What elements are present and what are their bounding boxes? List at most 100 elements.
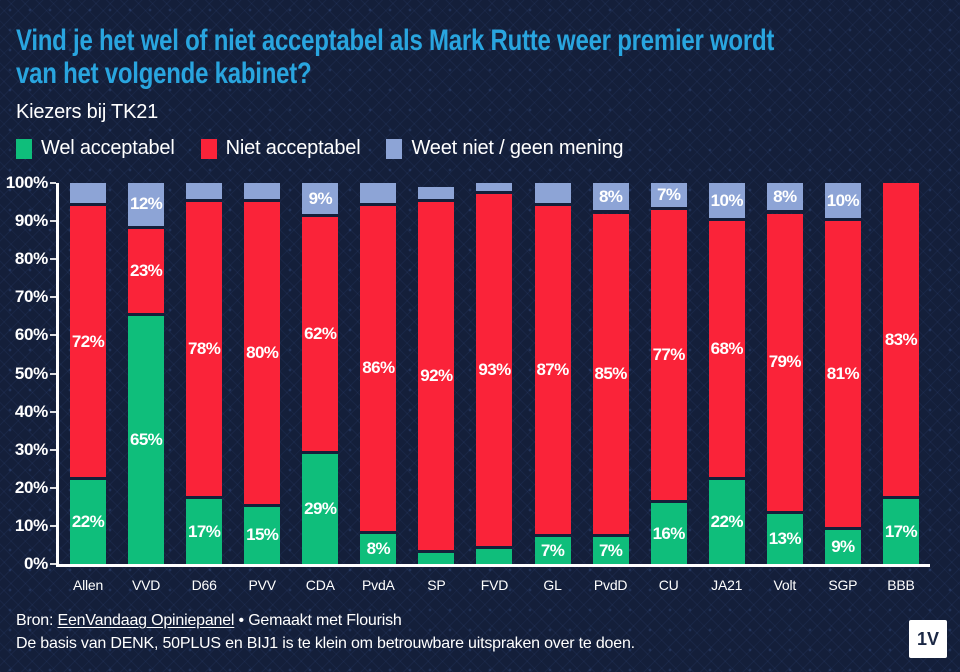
bar-value-label: 22%	[710, 512, 744, 532]
bar-segment-wel-acceptabel-allen[interactable]: 22%	[70, 480, 107, 564]
bar-column-d66: 17% 78%	[175, 183, 233, 564]
bar-segment-weet-niet-geen-mening-volt[interactable]: 8%	[766, 183, 803, 214]
bar-segment-weet-niet-geen-mening-fvd[interactable]	[476, 183, 513, 195]
bar-segment-niet-acceptabel-gl[interactable]: 87%	[534, 205, 571, 538]
x-axis-label-cu: CU	[658, 577, 679, 593]
bar-segment-weet-niet-geen-mening-ja21[interactable]: 10%	[708, 183, 745, 222]
bar-segment-wel-acceptabel-pvv[interactable]: 15%	[244, 506, 281, 564]
bar-segment-niet-acceptabel-sgp[interactable]: 81%	[824, 221, 861, 530]
page-title-line-1: Vind je het wel of niet acceptabel als M…	[16, 24, 775, 57]
bar-segment-weet-niet-geen-mening-cda[interactable]: 9%	[302, 183, 339, 218]
bar-vvd: 65% 23% 12%	[128, 183, 165, 564]
bar-segment-niet-acceptabel-fvd[interactable]: 93%	[476, 194, 513, 549]
y-axis-label-70: 70%	[14, 287, 48, 307]
bar-segment-niet-acceptabel-vvd[interactable]: 23%	[128, 228, 165, 317]
bar-segment-wel-acceptabel-pvdd[interactable]: 7%	[592, 537, 629, 564]
bar-segment-niet-acceptabel-sp[interactable]: 92%	[418, 202, 455, 553]
bar-segment-wel-acceptabel-cda[interactable]: 29%	[302, 453, 339, 564]
source-link[interactable]: EenVandaag Opiniepanel	[57, 612, 235, 629]
x-axis-label-volt: Volt	[773, 577, 797, 593]
bar-segment-weet-niet-geen-mening-cu[interactable]: 7%	[650, 183, 687, 210]
bar-segment-weet-niet-geen-mening-pvda[interactable]	[360, 183, 397, 206]
bar-value-label: 85%	[594, 363, 628, 383]
bar-segment-wel-acceptabel-sgp[interactable]: 9%	[824, 529, 861, 564]
y-axis-tick	[50, 334, 56, 337]
bar-segment-weet-niet-geen-mening-allen[interactable]	[70, 183, 107, 206]
bar-sp: 92%	[418, 183, 455, 564]
y-axis-tick	[50, 296, 56, 299]
bar-value-label: 9%	[831, 536, 855, 556]
bar-segment-niet-acceptabel-volt[interactable]: 79%	[766, 213, 803, 515]
bar-segment-niet-acceptabel-pvdd[interactable]: 85%	[592, 213, 629, 538]
bar-value-label: 62%	[304, 323, 337, 343]
bar-cu: 16% 77% 7%	[650, 183, 687, 564]
y-axis-tick	[50, 563, 56, 565]
bar-segment-niet-acceptabel-pvda[interactable]: 86%	[360, 205, 397, 534]
bar-segment-wel-acceptabel-fvd[interactable]	[476, 548, 513, 564]
bar-segment-wel-acceptabel-pvda[interactable]: 8%	[360, 533, 397, 564]
bar-value-label: 10%	[710, 190, 744, 210]
y-axis-tick	[50, 486, 56, 489]
y-axis: 100% 90% 80% 70% 60% 50% 40% 30% 20% 10% 0%	[0, 173, 49, 573]
bar-segment-wel-acceptabel-bbb[interactable]: 17%	[882, 499, 919, 564]
y-axis-label-50: 50%	[14, 363, 48, 383]
legend-label-weet-niet-geen-mening: Weet niet / geen mening	[411, 137, 624, 159]
bar-value-label: 7%	[657, 184, 681, 204]
bar-value-label: 13%	[768, 529, 802, 549]
bar-segment-weet-niet-geen-mening-sgp[interactable]: 10%	[824, 183, 861, 222]
y-axis-label-30: 30%	[14, 439, 48, 459]
bar-segment-weet-niet-geen-mening-pvv[interactable]	[244, 183, 281, 203]
bar-value-label: 77%	[652, 344, 686, 364]
bar-segment-wel-acceptabel-d66[interactable]: 17%	[186, 499, 223, 564]
bar-ja21: 22% 68% 10%	[708, 183, 745, 564]
y-axis-tick	[50, 448, 56, 451]
bar-segment-weet-niet-geen-mening-vvd[interactable]: 12%	[128, 183, 165, 229]
bar-segment-wel-acceptabel-gl[interactable]: 7%	[534, 537, 571, 564]
y-axis-tick	[50, 410, 56, 413]
y-axis-tick	[50, 524, 56, 527]
legend-swatch-niet-acceptabel	[200, 138, 217, 159]
bar-column-fvd: 93%	[465, 183, 523, 564]
bar-segment-niet-acceptabel-cu[interactable]: 77%	[650, 209, 687, 504]
bar-segment-wel-acceptabel-ja21[interactable]: 22%	[708, 480, 745, 564]
x-axis-label-cda: CDA	[305, 577, 335, 593]
bar-segment-weet-niet-geen-mening-gl[interactable]	[534, 183, 571, 206]
bar-segment-niet-acceptabel-ja21[interactable]: 68%	[708, 221, 745, 481]
bar-bbb: 17% 83%	[882, 183, 919, 564]
bar-column-pvv: 15% 80%	[233, 183, 291, 564]
bar-segment-wel-acceptabel-vvd[interactable]: 65%	[128, 316, 165, 564]
bar-d66: 17% 78%	[186, 183, 223, 564]
bar-segment-wel-acceptabel-volt[interactable]: 13%	[766, 514, 803, 564]
bar-segment-niet-acceptabel-d66[interactable]: 78%	[186, 202, 223, 500]
bar-column-gl: 7% 87%	[524, 183, 582, 564]
legend-item-wel-acceptabel: Wel acceptabel	[16, 137, 175, 160]
bar-segment-wel-acceptabel-sp[interactable]	[418, 552, 455, 564]
bar-segment-niet-acceptabel-allen[interactable]: 72%	[70, 205, 107, 481]
bar-allen: 22% 72%	[70, 183, 107, 564]
legend-item-weet-niet-geen-mening: Weet niet / geen mening	[386, 137, 623, 160]
bar-column-sgp: 9% 81% 10%	[814, 183, 872, 564]
bar-value-label: 86%	[362, 358, 395, 378]
bar-segment-niet-acceptabel-cda[interactable]: 62%	[302, 217, 339, 454]
bar-value-label: 29%	[304, 498, 337, 518]
bar-column-volt: 13% 79% 8%	[756, 183, 814, 564]
bar-column-vvd: 65% 23% 12%	[117, 183, 175, 564]
x-axis-label-fvd: FVD	[480, 577, 509, 593]
bar-gl: 7% 87%	[534, 183, 571, 564]
source-suffix: • Gemaakt met Flourish	[234, 612, 402, 629]
bar-segment-weet-niet-geen-mening-sp[interactable]	[418, 186, 455, 203]
bar-segment-niet-acceptabel-bbb[interactable]: 83%	[882, 183, 919, 500]
bar-segment-weet-niet-geen-mening-pvdd[interactable]: 8%	[592, 183, 629, 214]
bar-pvv: 15% 80%	[244, 183, 281, 564]
bar-segment-weet-niet-geen-mening-d66[interactable]	[186, 183, 223, 203]
bar-segment-wel-acceptabel-cu[interactable]: 16%	[650, 503, 687, 564]
y-axis-label-40: 40%	[14, 401, 48, 421]
bar-segment-niet-acceptabel-pvv[interactable]: 80%	[244, 202, 281, 507]
bar-value-label: 92%	[420, 365, 453, 385]
x-axis-label-d66: D66	[191, 577, 217, 593]
bar-column-cda: 29% 62% 9%	[291, 183, 349, 564]
bar-column-ja21: 22% 68% 10%	[698, 183, 756, 564]
bar-value-label: 72%	[71, 331, 105, 351]
source-prefix: Bron:	[16, 612, 58, 629]
